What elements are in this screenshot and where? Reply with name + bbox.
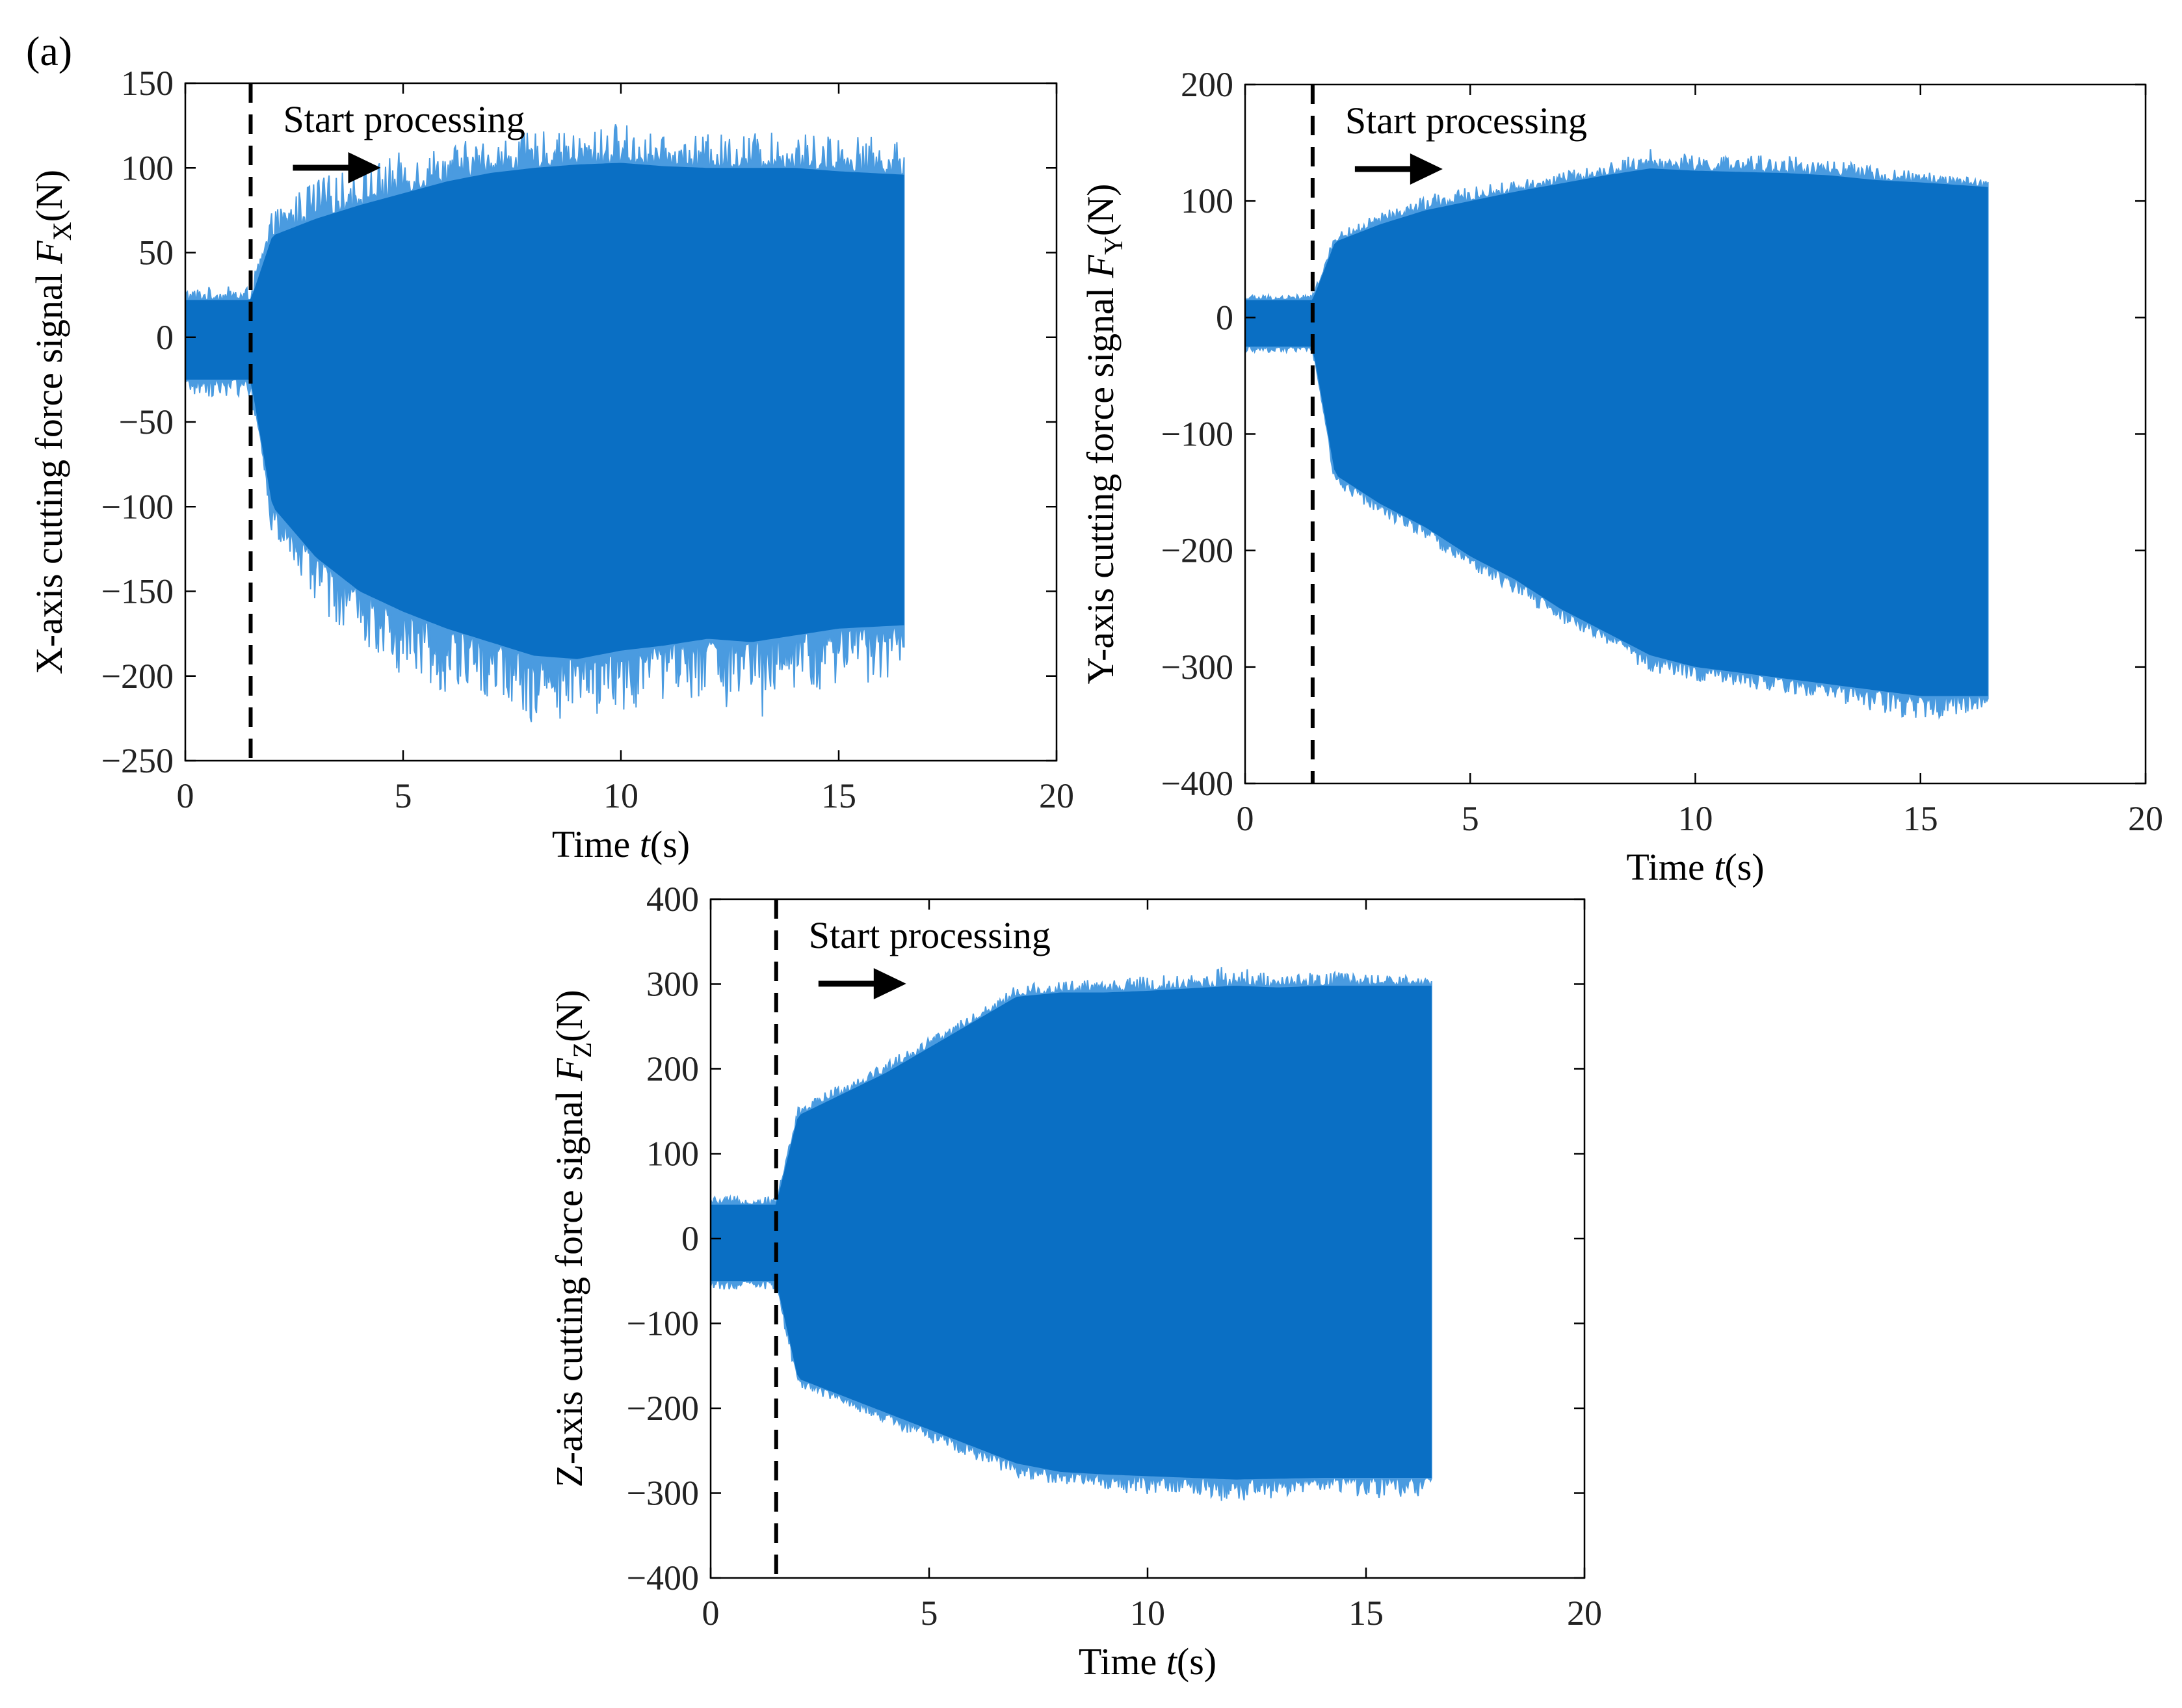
y-tick-label: 0 <box>156 318 174 357</box>
arrow-head <box>1410 153 1443 185</box>
y-tick-label: 100 <box>1181 181 1233 220</box>
y-tick-label: −250 <box>101 741 174 780</box>
chart-fx: 0 5 10 15 20 150 100 50 0 −50 −100 −150 −200 −250 Star… <box>28 64 1074 865</box>
y-axis-label: Y-axis cutting force signal FY(N) <box>1079 184 1128 685</box>
y-tick-label: 100 <box>121 148 174 187</box>
x-tick-label: 20 <box>2128 799 2163 838</box>
y-tick-label: 0 <box>681 1219 699 1258</box>
y-tick-label: −200 <box>1161 531 1233 570</box>
x-tick-label: 5 <box>1462 799 1479 838</box>
x-tick-label: 0 <box>702 1594 720 1633</box>
y-axis-label: Z-axis cutting force signal FZ(N) <box>548 990 597 1487</box>
y-axis-label: X-axis cutting force signal FX(N) <box>28 170 77 674</box>
y-tick-label: 200 <box>1181 65 1233 104</box>
y-tick-label: −100 <box>101 487 174 526</box>
y-tick-label: −200 <box>627 1389 699 1428</box>
x-tick-label: 10 <box>603 776 638 815</box>
y-tick-label: 200 <box>646 1049 699 1088</box>
y-tick-label: −100 <box>627 1304 699 1343</box>
signal-core-band <box>711 986 1432 1480</box>
x-tick-label: 20 <box>1039 776 1074 815</box>
y-tick-label: 50 <box>138 233 174 272</box>
y-tick-label: 0 <box>1216 298 1233 337</box>
signal-core-band <box>1245 168 1988 696</box>
x-tick-label: 0 <box>1237 799 1254 838</box>
y-tick-label: 150 <box>121 64 174 103</box>
y-tick-label: −50 <box>119 402 174 441</box>
x-tick-label: 20 <box>1567 1594 1602 1633</box>
arrow-head <box>873 968 906 999</box>
x-tick-label: 10 <box>1130 1594 1165 1633</box>
start-processing-label: Start processing <box>809 914 1051 956</box>
panel-label: (a) <box>26 28 73 74</box>
x-axis-label: Time t(s) <box>1626 846 1764 888</box>
x-tick-label: 5 <box>921 1594 938 1633</box>
x-tick-label: 15 <box>1903 799 1938 838</box>
chart-fz: 0 5 10 15 20 400 300 200 100 0 −100 −200 −300 −400 Sta… <box>548 880 1602 1683</box>
x-tick-label: 0 <box>177 776 194 815</box>
x-axis-label: Time t(s) <box>1079 1640 1216 1683</box>
signal-core-band <box>185 163 904 659</box>
y-tick-label: 100 <box>646 1135 699 1174</box>
arrow-head <box>348 152 381 183</box>
y-tick-label: −300 <box>627 1474 699 1513</box>
x-tick-label: 15 <box>1348 1594 1384 1633</box>
y-tick-label: 400 <box>646 880 699 919</box>
x-tick-label: 15 <box>821 776 856 815</box>
y-tick-label: −100 <box>1161 415 1233 454</box>
x-axis-label: Time t(s) <box>552 823 690 865</box>
y-tick-label: −300 <box>1161 648 1233 687</box>
start-processing-label: Start processing <box>283 98 525 140</box>
start-processing-label: Start processing <box>1345 99 1587 142</box>
y-tick-label: −400 <box>1161 764 1233 803</box>
y-tick-label: −200 <box>101 657 174 696</box>
chart-fy: 0 5 10 15 20 200 100 0 −100 −200 −300 −400 Start pro… <box>1079 65 2163 888</box>
x-tick-label: 5 <box>395 776 412 815</box>
y-tick-label: −400 <box>627 1558 699 1597</box>
x-tick-label: 10 <box>1678 799 1713 838</box>
y-tick-label: 300 <box>646 965 699 1004</box>
y-tick-label: −150 <box>101 572 174 611</box>
